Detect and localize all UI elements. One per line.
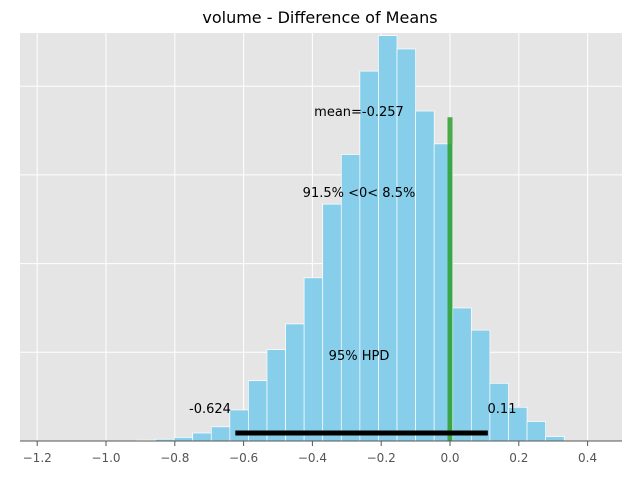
histogram-bar	[526, 421, 546, 442]
histogram-bar	[470, 329, 491, 442]
histogram-bar	[322, 203, 342, 442]
x-tick-label: −1.2	[23, 451, 52, 465]
x-tick-label: −0.4	[298, 451, 327, 465]
mean-annotation: mean=-0.257	[314, 105, 404, 120]
x-tick-label: −1.0	[91, 451, 120, 465]
histogram-bar	[303, 277, 324, 442]
x-tick-label: −0.6	[229, 451, 258, 465]
histogram-bar	[378, 35, 398, 442]
histogram-bar	[266, 349, 286, 442]
histogram-bar	[229, 409, 249, 442]
x-tick-label: −0.2	[367, 451, 396, 465]
hpd-high-label: 0.11	[488, 402, 517, 417]
x-tick-label: 0.2	[509, 451, 528, 465]
chart-title: volume - Difference of Means	[202, 8, 437, 27]
x-axis-ticks: −1.2 −1.0 −0.8 −0.6 −0.4 −0.2 0.0 0.2 0.4	[23, 441, 597, 465]
x-tick-label: 0.0	[440, 451, 459, 465]
histogram-bar	[415, 110, 435, 442]
histogram-bar	[285, 323, 305, 442]
x-tick-label: −0.8	[160, 451, 189, 465]
histogram-bar	[210, 426, 231, 442]
histogram-bar	[545, 436, 565, 442]
hpd-label: 95% HPD	[329, 349, 390, 364]
histogram-bar	[192, 432, 212, 442]
x-tick-label: 0.4	[578, 451, 597, 465]
hpd-low-label: -0.624	[189, 402, 231, 417]
split-annotation: 91.5% <0< 8.5%	[303, 186, 416, 201]
histogram-bar	[452, 307, 472, 442]
histogram-bar	[359, 70, 379, 442]
histogram-bar	[173, 437, 194, 442]
